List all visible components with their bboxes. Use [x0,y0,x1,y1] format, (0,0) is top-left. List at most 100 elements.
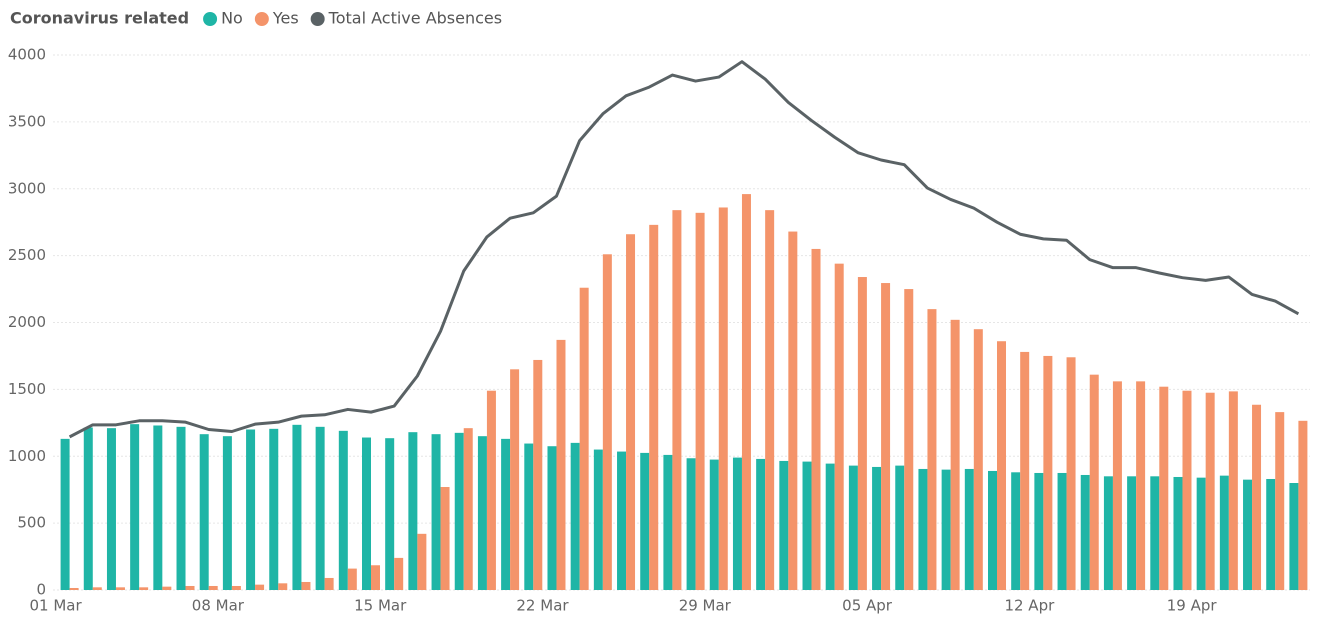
bar [208,585,218,590]
bar [1011,472,1021,590]
legend-marker [254,12,269,26]
bar [1057,472,1067,590]
bar [278,583,288,590]
bar [315,426,325,590]
bar [988,470,997,590]
bar [964,468,974,590]
bar [463,428,473,590]
x-tick-label: 15 Mar [354,597,407,615]
bar [231,585,241,590]
bar [440,487,450,590]
legend-label: Total Active Absences [328,9,502,28]
bar [153,425,163,590]
legend-marker [203,12,218,26]
bar [1066,357,1076,590]
bar [185,585,195,590]
bar [695,212,705,590]
bar [246,429,256,590]
bar [533,359,543,590]
bar [1196,477,1206,590]
bar [941,469,951,590]
bar [269,428,279,590]
bar [362,437,371,590]
bar [593,449,603,590]
bar [1275,412,1285,590]
line [68,60,1300,439]
bar [347,568,357,590]
bar [718,207,728,590]
legend-label: No [221,9,243,28]
bar [1043,355,1053,590]
y-tick-label: 0 [36,581,46,599]
bar [1020,351,1030,590]
bar [602,254,612,590]
bar [222,436,232,590]
bar [255,584,265,590]
bar [501,438,511,590]
bar [324,577,334,590]
bar [732,457,742,590]
x-tick-label: 12 Apr [1004,597,1055,615]
bar [199,434,209,590]
x-tick-label: 01 Mar [30,597,83,615]
bar [895,465,905,590]
y-tick-label: 2500 [8,246,46,264]
bar [106,428,116,590]
y-tick-label: 500 [17,514,46,532]
bar [756,458,766,590]
bar [686,458,696,590]
bar [417,533,427,590]
bar [1266,478,1276,590]
bar [1298,420,1308,590]
bar [547,446,557,590]
y-tick-label: 1000 [8,447,46,465]
bar [1089,374,1099,590]
bar [1205,392,1215,590]
x-tick-label: 19 Apr [1167,597,1218,615]
x-tick-label: 08 Mar [192,597,245,615]
bar [918,468,928,590]
bar [857,277,867,590]
bar [301,581,311,590]
bar [69,587,79,590]
bar [477,436,487,590]
bar [640,452,650,590]
bar [811,248,821,590]
bar [1243,479,1253,590]
bar [510,369,520,590]
legend-marker [310,12,325,26]
bar [617,451,627,590]
bar [431,434,441,590]
bar [663,454,673,590]
bar [1159,386,1169,590]
bar [825,463,835,590]
y-tick-label: 4000 [8,46,46,64]
bar [950,319,960,590]
bar [802,461,812,590]
bar [788,231,798,591]
bar [881,283,891,590]
bar [997,341,1006,590]
bar [394,557,404,590]
bar [1289,483,1299,590]
bar [904,289,914,590]
bar [556,339,566,590]
bar [973,329,983,590]
bar [408,432,418,590]
y-tick-label: 1500 [8,380,46,398]
bar [872,466,882,590]
bar [570,442,580,590]
bar [649,224,659,591]
bar [672,210,682,590]
bar [176,426,186,590]
bar [927,309,937,590]
bar [779,460,789,590]
y-tick-label: 3000 [8,179,46,197]
bar [371,565,380,590]
bar [1103,476,1113,590]
bar [741,194,751,590]
bar [834,263,844,590]
bar [454,432,464,590]
bar [765,210,775,590]
